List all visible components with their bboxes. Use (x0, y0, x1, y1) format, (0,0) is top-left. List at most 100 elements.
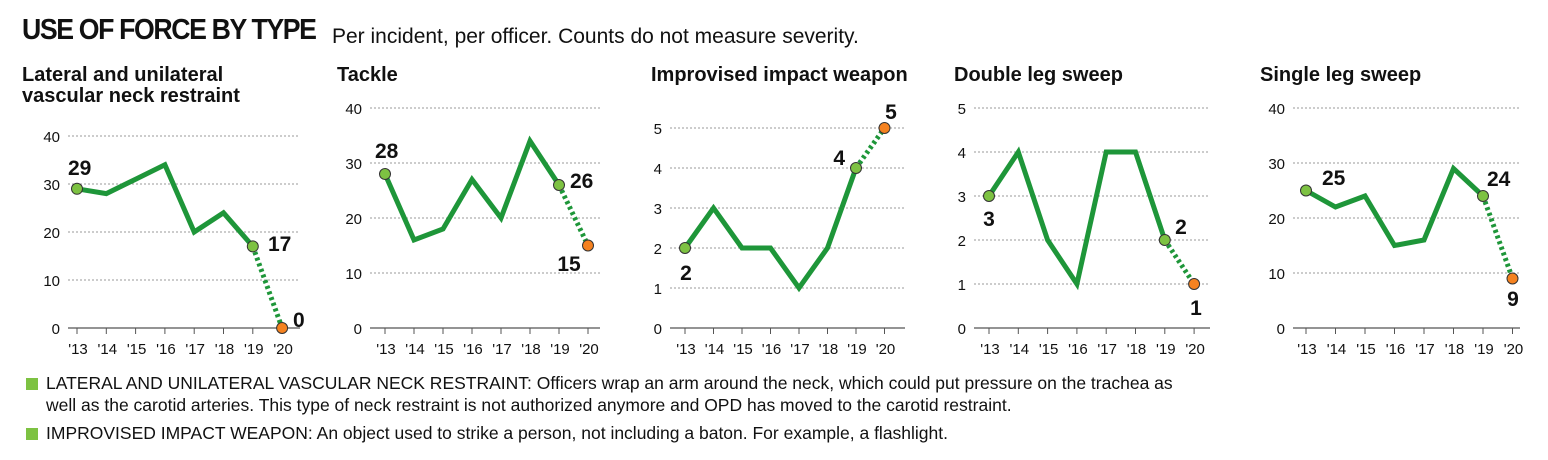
y-tick-label: 1 (654, 281, 662, 298)
y-tick-label: 1 (958, 277, 966, 294)
y-tick-label: 40 (345, 101, 362, 118)
x-tick-label: '16 (1386, 341, 1406, 358)
x-tick-label: '15 (1039, 341, 1059, 358)
projection-line (1480, 195, 1515, 280)
y-tick-label: 3 (958, 189, 966, 206)
x-tick-label: '18 (819, 341, 839, 358)
y-tick-label: 20 (1268, 211, 1285, 228)
y-tick-label: 30 (43, 177, 60, 194)
data-label: 0 (293, 309, 305, 332)
data-label: 2 (1175, 216, 1187, 239)
y-tick-label: 0 (1277, 321, 1285, 338)
x-tick-label: '14 (405, 341, 425, 358)
x-tick-label: '18 (1445, 341, 1465, 358)
y-tick-label: 10 (345, 266, 362, 283)
chart-header: USE OF FORCE BY TYPE (22, 14, 341, 47)
x-tick-label: '13 (1297, 341, 1317, 358)
data-label: 5 (885, 101, 897, 124)
x-tick-label: '13 (676, 341, 696, 358)
y-tick-label: 0 (958, 321, 966, 338)
x-tick-label: '14 (705, 341, 725, 358)
y-tick-label: 4 (958, 145, 966, 162)
data-point (878, 122, 891, 134)
x-tick-label: '18 (1127, 341, 1147, 358)
x-tick-label: '16 (463, 341, 483, 358)
data-point (1477, 190, 1489, 202)
x-tick-label: '17 (790, 341, 810, 358)
y-tick-label: 2 (654, 241, 662, 258)
data-point (1188, 278, 1201, 290)
panel-title-single-leg-sweep: Single leg sweep (1260, 64, 1422, 86)
projection-line (556, 183, 591, 247)
x-tick-label: '19 (550, 341, 570, 358)
y-tick-label: 5 (958, 101, 966, 118)
y-tick-label: 5 (654, 121, 662, 138)
legend-text: Officers wrap an arm around the neck, wh… (536, 373, 1173, 393)
y-tick-label: 10 (43, 273, 60, 290)
x-tick-label: '14 (1327, 341, 1347, 358)
x-tick-label: '14 (98, 341, 118, 358)
panel-title-double-leg-sweep: Double leg sweep (954, 64, 1123, 86)
x-tick-label: '18 (215, 341, 235, 358)
series-line (76, 161, 255, 249)
data-point (71, 182, 83, 195)
data-point (983, 190, 995, 202)
page-subtitle: Per incident, per officer. Counts do not… (332, 25, 859, 48)
data-point (1506, 272, 1519, 285)
x-tick-label: '17 (492, 341, 512, 358)
legend-key: IMPROVISED IMPACT WEAPON: (46, 423, 313, 443)
data-label: 3 (983, 208, 995, 231)
panel-title-tackle: Tackle (337, 64, 398, 86)
x-tick-label: '15 (733, 341, 753, 358)
x-tick-label: '17 (185, 341, 205, 358)
data-label: 17 (268, 233, 291, 256)
y-tick-label: 4 (654, 161, 662, 178)
series-line (986, 146, 1168, 291)
series-line (382, 135, 562, 244)
x-tick-label: '13 (376, 341, 396, 358)
data-label: 28 (375, 140, 399, 163)
x-tick-label: '20 (876, 341, 896, 358)
series-line (1304, 164, 1485, 249)
data-label: 24 (1487, 168, 1511, 191)
y-tick-label: 0 (654, 321, 662, 338)
data-label: 1 (1190, 297, 1202, 320)
y-tick-label: 40 (1268, 101, 1285, 118)
y-tick-label: 20 (345, 211, 362, 228)
y-tick-label: 20 (43, 225, 60, 242)
legend-item-impact-weapon: IMPROVISED IMPACT WEAPON: An object used… (26, 422, 948, 444)
legend-key: LATERAL AND UNILATERAL VASCULAR NECK RES… (46, 373, 532, 393)
x-tick-label: '19 (1156, 341, 1176, 358)
data-label: 4 (833, 147, 845, 170)
data-point (1158, 234, 1171, 246)
series-line (682, 167, 859, 293)
x-tick-label: '16 (1068, 341, 1088, 358)
data-point (850, 162, 862, 174)
x-tick-label: '18 (521, 341, 541, 358)
y-tick-label: 3 (654, 201, 662, 218)
data-label: 15 (557, 253, 581, 276)
data-point (246, 240, 259, 253)
y-tick-label: 10 (1268, 266, 1285, 283)
x-tick-label: '20 (579, 341, 599, 358)
page-title: USE OF FORCE BY TYPE (22, 14, 317, 46)
legend-text: well as the carotid arteries. This type … (46, 395, 1012, 415)
projection-line (853, 126, 887, 170)
x-tick-label: '13 (980, 341, 1000, 358)
legend-item-neck-restraint: LATERAL AND UNILATERAL VASCULAR NECK RES… (26, 372, 1173, 416)
data-point (679, 242, 691, 254)
data-point (379, 168, 391, 180)
y-tick-label: 40 (43, 129, 60, 146)
y-tick-label: 2 (958, 233, 966, 250)
data-label: 26 (570, 170, 593, 193)
data-point (582, 239, 594, 252)
data-label: 25 (1322, 167, 1346, 190)
projection-line (250, 245, 285, 329)
x-tick-label: '19 (847, 341, 867, 358)
data-label: 29 (68, 157, 91, 180)
panel-title-neck-restraint: Lateral and unilateral vascular neck res… (22, 64, 240, 107)
x-tick-label: '13 (68, 341, 88, 358)
projection-line (1162, 238, 1197, 286)
data-label: 9 (1507, 288, 1519, 311)
